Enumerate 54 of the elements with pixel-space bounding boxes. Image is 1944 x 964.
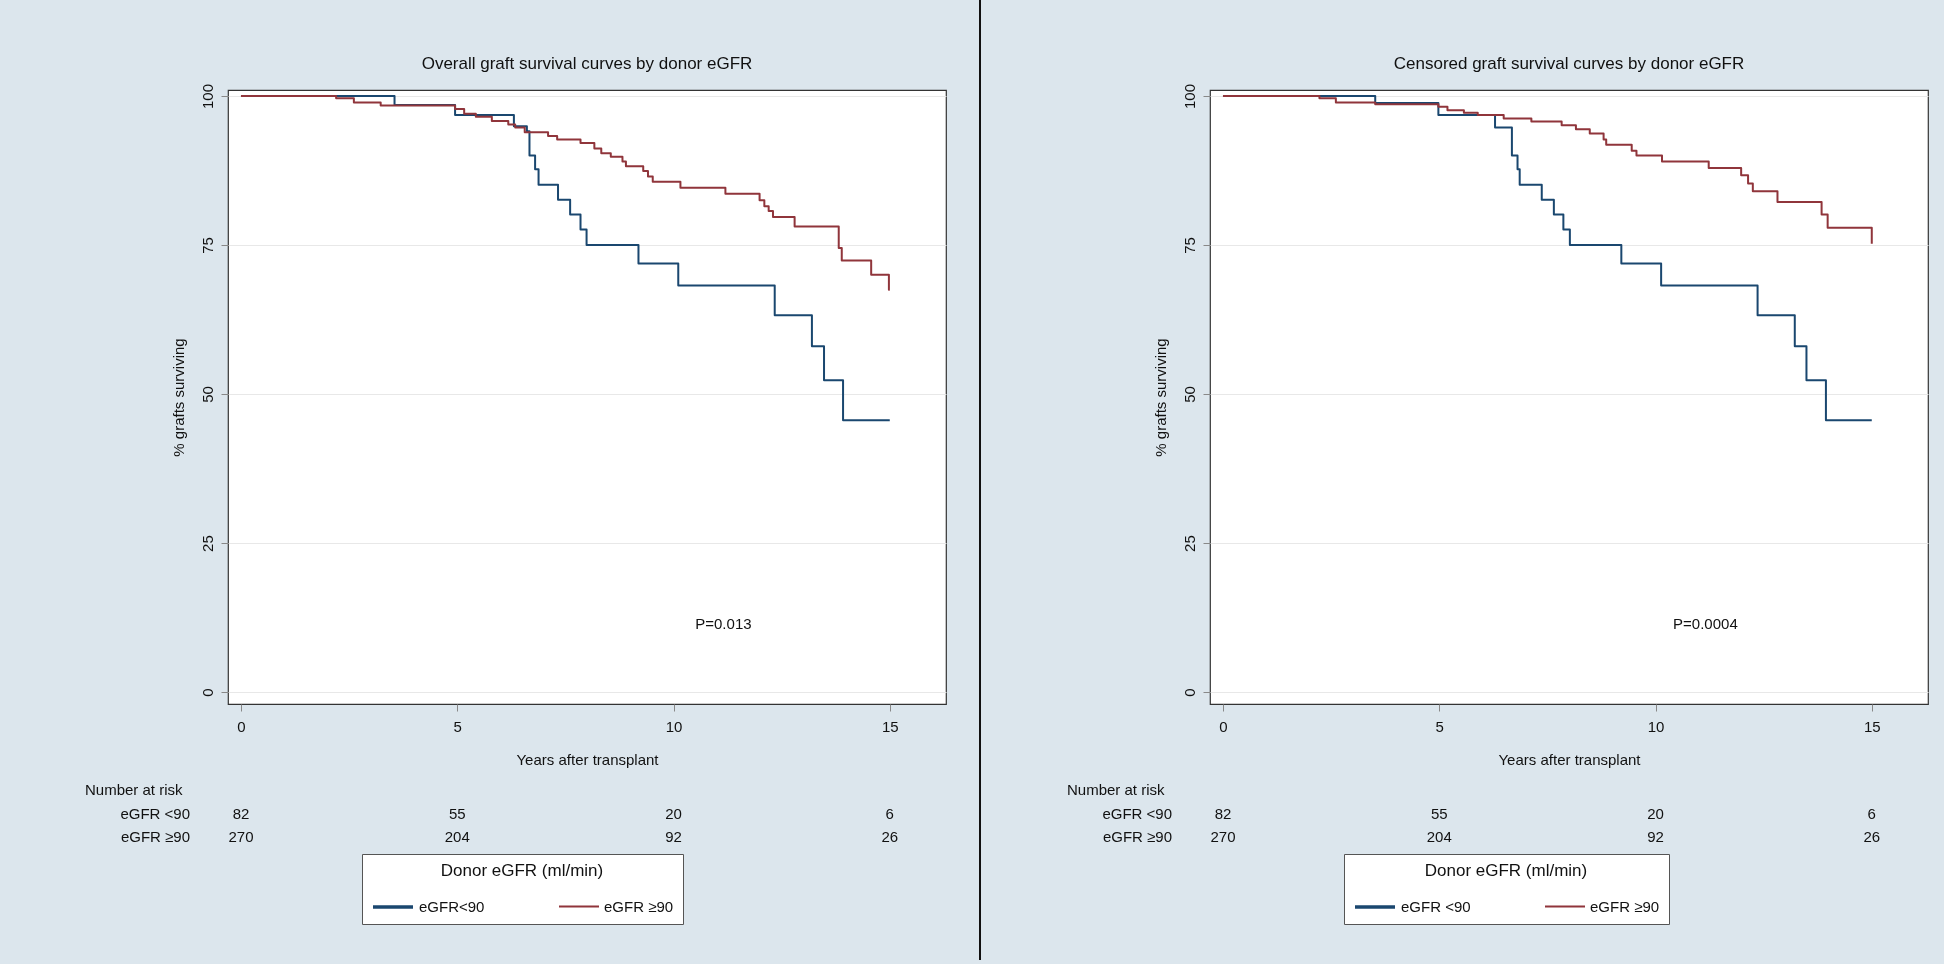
chart-title: Censored graft survival curves by donor eGFR <box>1393 54 1745 74</box>
text: eGFR <90 <box>1102 805 1172 822</box>
x-axis-title: Years after transplant <box>516 750 660 768</box>
y-tick-label: 100 <box>198 83 216 109</box>
chart-title: Overall graft survival curves by donor eGFR <box>421 54 753 74</box>
text: 270 <box>228 828 254 845</box>
x-tick-label: 15 <box>881 717 899 735</box>
annotation: P=0.0004 <box>1673 615 1738 633</box>
y-tick-label: 0 <box>198 688 216 697</box>
y-tick-label: 100 <box>1180 83 1198 109</box>
legend-label: eGFR<90 <box>419 898 485 915</box>
text: 55 <box>1430 805 1448 822</box>
text: 82 <box>1214 805 1232 822</box>
x-tick-label: 5 <box>1435 717 1444 735</box>
text: 20 <box>1647 805 1664 822</box>
text: Number at risk <box>1067 781 1166 798</box>
text: 55 <box>448 805 466 822</box>
text: 26 <box>881 828 899 845</box>
text: 204 <box>1426 828 1452 845</box>
text: 26 <box>1863 828 1881 845</box>
y-tick-label: 25 <box>1180 535 1198 552</box>
text: 270 <box>1210 828 1236 845</box>
text: Number at risk <box>85 781 184 798</box>
x-tick-label: 10 <box>1647 717 1665 735</box>
x-tick-label: 0 <box>237 717 246 735</box>
y-tick-label: 25 <box>198 535 216 552</box>
x-tick-label: 15 <box>1863 717 1881 735</box>
text: eGFR ≥90 <box>1102 828 1172 845</box>
text: 6 <box>1867 805 1876 822</box>
y-tick-label: 75 <box>198 237 216 254</box>
text: 204 <box>444 828 470 845</box>
y-tick-label: 75 <box>1180 237 1198 254</box>
text: 92 <box>1647 828 1664 845</box>
text: 20 <box>665 805 682 822</box>
text: eGFR <90 <box>120 805 190 822</box>
y-tick-label: 50 <box>1180 386 1198 403</box>
legend-label: eGFR <90 <box>1401 898 1471 915</box>
legend-label: eGFR ≥90 <box>604 897 674 915</box>
text: 92 <box>665 828 682 845</box>
x-tick-label: 0 <box>1219 717 1228 735</box>
legend-title: Donor eGFR (ml/min) <box>1424 861 1588 880</box>
text: 82 <box>232 805 250 822</box>
y-tick-label: 50 <box>198 386 216 403</box>
x-axis-title: Years after transplant <box>1498 750 1642 768</box>
x-tick-label: 10 <box>665 717 683 735</box>
text: 6 <box>885 805 894 822</box>
y-axis-title: % grafts surviving <box>169 338 187 457</box>
annotation: P=0.013 <box>695 615 752 633</box>
text: eGFR ≥90 <box>120 828 190 845</box>
y-axis-title: % grafts surviving <box>1151 338 1169 457</box>
legend-title: Donor eGFR (ml/min) <box>440 861 604 880</box>
y-tick-label: 0 <box>1180 688 1198 697</box>
x-tick-label: 5 <box>453 717 462 735</box>
legend-label: eGFR ≥90 <box>1590 897 1660 915</box>
